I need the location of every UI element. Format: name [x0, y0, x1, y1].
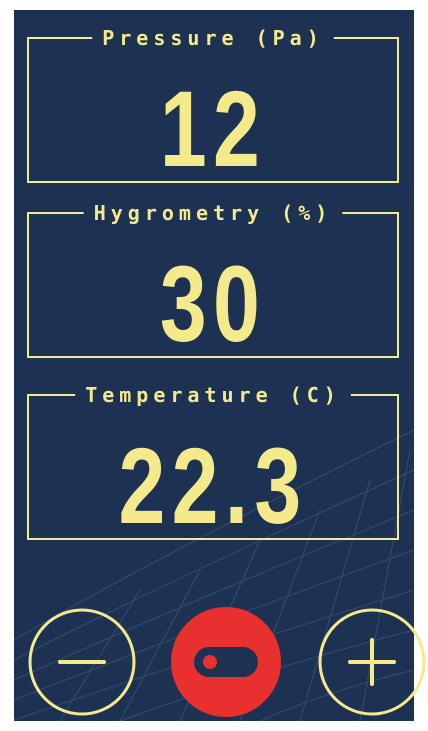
panel-value: 30	[160, 243, 266, 365]
panel-label: Pressure (Pa)	[102, 26, 324, 50]
toggle-button[interactable]	[171, 607, 281, 717]
screen: Pressure (Pa) 12 Hygrometry (%) 30 Temperatu…	[0, 0, 428, 731]
panel-label: Temperature (C)	[85, 383, 341, 407]
panel-label: Hygrometry (%)	[94, 201, 333, 225]
toggle-knob	[203, 655, 217, 669]
panel-value: 12	[160, 68, 266, 190]
page: {"panels": [ {"label": "Pressure (Pa)", …	[0, 0, 428, 731]
panel-value: 22.3	[119, 425, 308, 547]
